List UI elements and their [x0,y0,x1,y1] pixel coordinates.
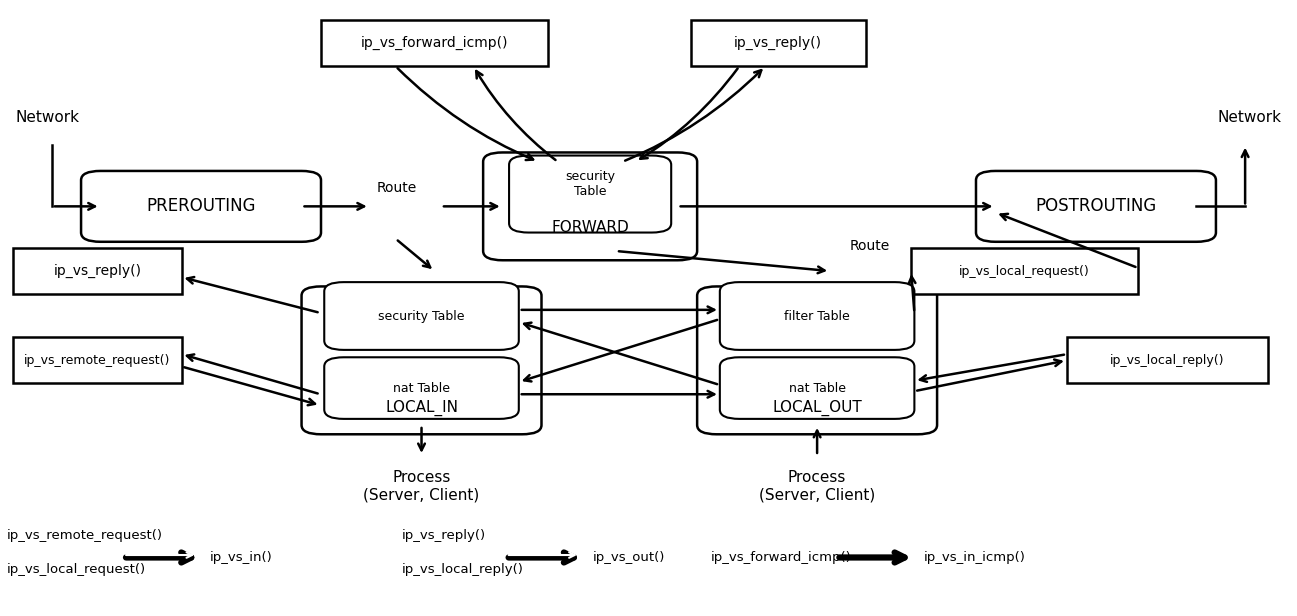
Text: nat Table: nat Table [393,381,450,395]
FancyBboxPatch shape [324,282,519,350]
Text: ip_vs_remote_request(): ip_vs_remote_request() [25,354,170,367]
Text: FORWARD: FORWARD [551,221,629,235]
Text: ip_vs_local_reply(): ip_vs_local_reply() [1110,354,1224,367]
Text: ip_vs_local_request(): ip_vs_local_request() [960,264,1089,278]
Text: ip_vs_reply(): ip_vs_reply() [734,36,822,50]
Text: LOCAL_OUT: LOCAL_OUT [772,400,863,416]
Text: ip_vs_local_request(): ip_vs_local_request() [6,563,145,577]
Text: Process
(Server, Client): Process (Server, Client) [363,471,480,503]
FancyBboxPatch shape [508,155,672,232]
Text: nat Table: nat Table [789,381,846,395]
Text: Process
(Server, Client): Process (Server, Client) [759,471,875,503]
Text: ip_vs_local_reply(): ip_vs_local_reply() [402,563,524,577]
Text: filter Table: filter Table [785,309,850,323]
Text: LOCAL_IN: LOCAL_IN [385,400,458,416]
Text: ip_vs_out(): ip_vs_out() [593,551,665,564]
FancyBboxPatch shape [698,286,936,434]
FancyBboxPatch shape [910,248,1137,294]
FancyBboxPatch shape [1066,337,1268,383]
Text: Network: Network [16,110,79,124]
Text: Network: Network [1218,110,1281,124]
Text: Route: Route [376,181,416,195]
FancyBboxPatch shape [720,357,914,419]
FancyBboxPatch shape [301,286,541,434]
FancyBboxPatch shape [690,20,866,66]
Text: Route: Route [850,240,890,253]
FancyBboxPatch shape [80,171,320,241]
FancyBboxPatch shape [13,337,182,383]
Text: POSTROUTING: POSTROUTING [1035,197,1157,216]
Text: ip_vs_forward_icmp(): ip_vs_forward_icmp() [361,36,508,50]
Text: PREROUTING: PREROUTING [147,197,256,216]
FancyBboxPatch shape [720,282,914,350]
FancyBboxPatch shape [975,171,1217,241]
FancyBboxPatch shape [13,248,182,294]
Text: ip_vs_reply(): ip_vs_reply() [402,529,486,543]
Text: ip_vs_in_icmp(): ip_vs_in_icmp() [923,551,1026,564]
FancyBboxPatch shape [322,20,547,66]
Text: ip_vs_forward_icmp(): ip_vs_forward_icmp() [711,551,852,564]
Text: ip_vs_in(): ip_vs_in() [210,551,272,564]
Text: ip_vs_remote_request(): ip_vs_remote_request() [6,529,162,543]
Text: ip_vs_reply(): ip_vs_reply() [53,264,141,278]
FancyBboxPatch shape [324,357,519,419]
Text: security
Table: security Table [565,170,615,198]
FancyBboxPatch shape [482,153,698,260]
Text: security Table: security Table [379,309,464,323]
